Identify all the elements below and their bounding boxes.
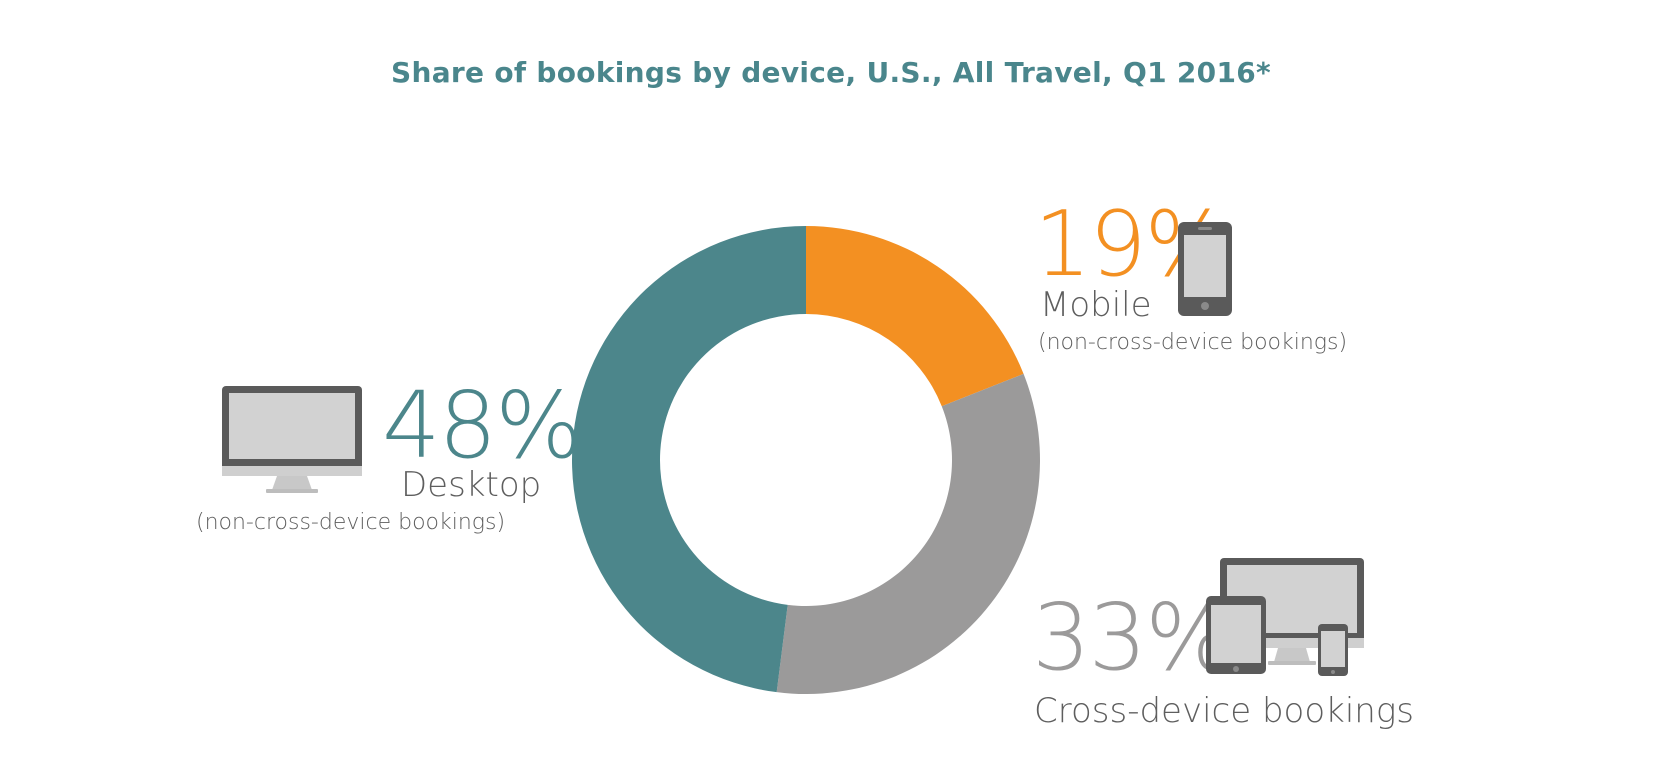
cross-device-percent-label: 33% (1032, 584, 1232, 691)
cross-device-label: Cross-device bookings (1034, 691, 1414, 731)
desktop-label: Desktop (401, 465, 542, 505)
donut-slice-desktop (571, 226, 806, 693)
mobile-label: Mobile (1040, 285, 1152, 325)
donut-slice-mobile (806, 226, 1024, 407)
mobile-sublabel: (non-cross-device bookings) (1038, 330, 1348, 355)
chart-title: Share of bookings by device, U.S., All T… (391, 56, 1271, 89)
desktop-monitor-icon (222, 386, 362, 493)
desktop-percent-label: 48% (382, 372, 582, 479)
desktop-sublabel: (non-cross-device bookings) (196, 510, 506, 535)
smartphone-icon (1178, 222, 1232, 316)
multi-device-icon (1206, 558, 1364, 676)
donut-slice-cross-device-bookings (776, 373, 1040, 694)
